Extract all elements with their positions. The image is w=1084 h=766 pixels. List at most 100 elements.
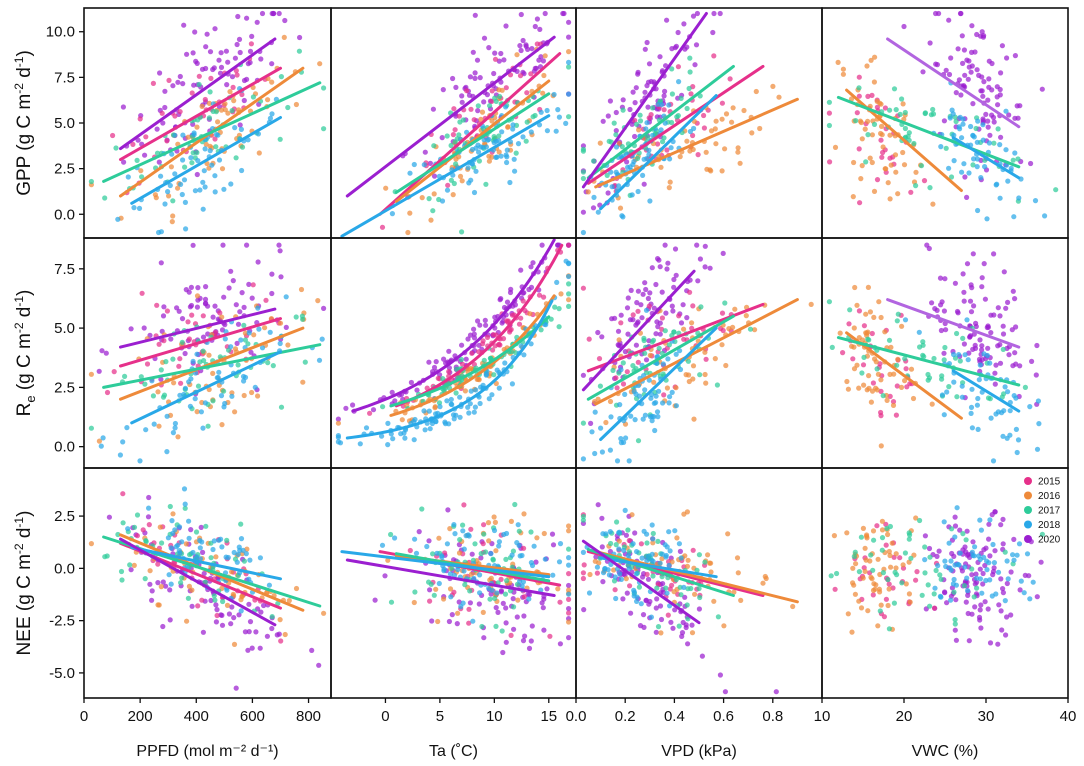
data-point-2018 <box>207 148 213 154</box>
fit-line-re-ppfd-2018 <box>130 350 282 425</box>
data-point-2018 <box>997 195 1003 201</box>
data-point-2016 <box>871 581 877 587</box>
data-point-2018 <box>662 542 668 548</box>
data-point-2016 <box>895 191 901 197</box>
fit-line-re-vwc-2018 <box>951 369 1021 413</box>
data-point-2020 <box>1000 541 1006 547</box>
data-point-2020 <box>630 317 636 323</box>
data-point-2018 <box>1005 389 1011 395</box>
legend-label-2017: 2017 <box>1038 506 1061 517</box>
data-point-2020 <box>970 539 976 545</box>
data-point-2020 <box>269 271 275 277</box>
data-point-2015 <box>450 132 456 138</box>
data-point-2016 <box>674 535 680 541</box>
data-point-2018 <box>256 326 262 332</box>
data-point-2020 <box>200 334 207 340</box>
data-point-2020 <box>633 322 639 328</box>
data-point-2018 <box>1024 551 1031 557</box>
data-point-2015 <box>701 112 707 119</box>
data-point-2016 <box>686 372 692 378</box>
data-point-2015 <box>407 547 413 554</box>
data-point-2016 <box>863 311 869 317</box>
data-point-2016 <box>859 136 865 142</box>
data-point-2018 <box>218 536 224 542</box>
data-point-2016 <box>491 514 497 520</box>
data-point-2017 <box>142 381 148 387</box>
data-point-2015 <box>854 110 860 116</box>
data-point-2018 <box>654 409 661 415</box>
data-point-2020 <box>635 71 641 77</box>
y-tick-label: 10.0 <box>46 24 75 41</box>
data-point-2020 <box>980 581 986 587</box>
data-point-2016 <box>450 192 456 198</box>
data-point-2018 <box>216 157 223 163</box>
data-point-2020 <box>972 345 979 351</box>
data-point-2016 <box>878 377 884 383</box>
data-point-2018 <box>974 156 981 162</box>
data-point-2020 <box>986 76 992 82</box>
data-point-2016 <box>436 535 442 541</box>
data-point-2017 <box>556 306 562 312</box>
data-point-2018 <box>439 198 446 204</box>
data-point-2020 <box>660 581 666 587</box>
data-point-2018 <box>623 435 629 441</box>
data-point-2020 <box>168 336 174 342</box>
data-point-2020 <box>467 600 473 606</box>
data-point-2020 <box>261 602 267 609</box>
data-point-2016 <box>734 555 741 561</box>
data-point-2020 <box>977 607 983 613</box>
data-point-2018 <box>1013 395 1019 401</box>
data-point-2016 <box>910 395 917 402</box>
data-point-2020 <box>236 612 242 618</box>
data-point-2017 <box>834 570 840 577</box>
data-point-2018 <box>959 135 965 141</box>
data-point-2016 <box>242 330 248 336</box>
data-point-2018 <box>618 367 624 373</box>
data-point-2015 <box>146 522 152 528</box>
data-point-2018 <box>201 168 207 174</box>
data-point-2016 <box>239 594 245 600</box>
data-point-2017 <box>954 330 960 337</box>
data-point-2015 <box>521 594 528 600</box>
data-point-2016 <box>155 389 161 395</box>
data-point-2020 <box>142 152 148 158</box>
data-point-2020 <box>953 637 960 643</box>
data-point-2020 <box>965 76 971 82</box>
data-point-2016 <box>587 571 593 578</box>
data-point-2020 <box>190 242 196 248</box>
data-point-2015 <box>466 606 472 612</box>
data-point-2016 <box>908 366 915 372</box>
data-point-2018 <box>239 167 245 174</box>
data-point-2020 <box>249 645 255 651</box>
data-point-2017 <box>828 573 834 579</box>
data-point-2016 <box>723 362 729 369</box>
data-point-2018 <box>938 144 944 150</box>
data-point-2020 <box>677 548 684 555</box>
data-point-2015 <box>200 313 206 319</box>
data-point-2017 <box>625 527 631 533</box>
data-point-2017 <box>861 354 867 360</box>
data-point-2017 <box>687 55 693 61</box>
data-point-2018 <box>269 111 275 117</box>
data-point-2020 <box>526 592 533 598</box>
data-point-2016 <box>585 189 591 195</box>
data-point-2020 <box>526 286 532 293</box>
data-point-2017 <box>985 395 992 401</box>
data-point-2017 <box>656 345 662 351</box>
data-point-2020 <box>965 592 971 599</box>
data-point-2020 <box>1017 103 1023 109</box>
data-point-2018 <box>640 416 646 422</box>
data-point-2020 <box>633 85 639 91</box>
data-point-2020 <box>988 312 994 318</box>
data-point-2017 <box>487 103 493 109</box>
data-point-2018 <box>580 456 587 462</box>
data-point-2016 <box>862 568 868 575</box>
data-point-2017 <box>481 531 487 537</box>
ylabel-part: NEE (g C m <box>14 554 35 655</box>
data-point-2016 <box>158 584 164 590</box>
data-point-2017 <box>139 174 145 180</box>
data-point-2018 <box>125 174 131 180</box>
data-point-2017 <box>242 337 248 343</box>
data-point-2017 <box>871 537 877 543</box>
data-point-2020 <box>430 106 436 112</box>
